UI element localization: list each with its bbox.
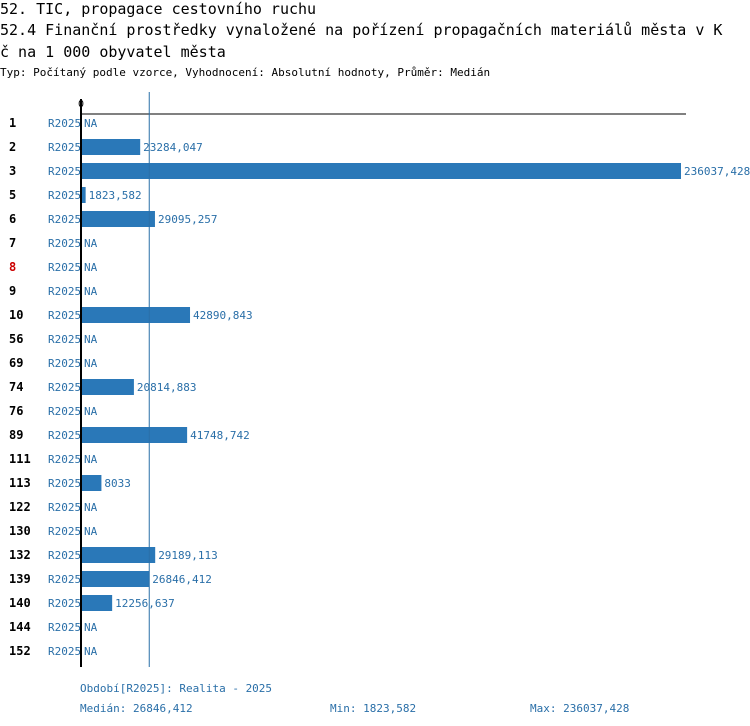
category-label: 1 bbox=[9, 116, 16, 130]
chart-title-line-1: 52. TIC, propagace cestovního ruchu bbox=[0, 0, 317, 18]
value-label: 23284,047 bbox=[143, 141, 203, 154]
category-label: 111 bbox=[9, 452, 31, 466]
value-label: NA bbox=[84, 453, 98, 466]
series-label: R2025 bbox=[48, 501, 81, 514]
category-label: 69 bbox=[9, 356, 23, 370]
value-label: 1823,582 bbox=[89, 189, 142, 202]
bar-chart: 01R2025NA2R202523284,0473R2025236037,428… bbox=[9, 92, 750, 667]
value-label: NA bbox=[84, 285, 98, 298]
bar bbox=[81, 163, 681, 179]
median-stat: Medián: 26846,412 bbox=[80, 702, 193, 715]
value-label: 8033 bbox=[104, 477, 131, 490]
series-label: R2025 bbox=[48, 573, 81, 586]
value-label: 236037,428 bbox=[684, 165, 750, 178]
category-label: 6 bbox=[9, 212, 16, 226]
value-label: NA bbox=[84, 333, 98, 346]
series-label: R2025 bbox=[48, 405, 81, 418]
category-label: 139 bbox=[9, 572, 31, 586]
value-label: NA bbox=[84, 621, 98, 634]
category-label: 144 bbox=[9, 620, 31, 634]
value-label: NA bbox=[84, 501, 98, 514]
category-label: 5 bbox=[9, 188, 16, 202]
value-label: 29189,113 bbox=[158, 549, 218, 562]
value-label: 26846,412 bbox=[152, 573, 212, 586]
series-label: R2025 bbox=[48, 429, 81, 442]
series-label: R2025 bbox=[48, 117, 81, 130]
series-label: R2025 bbox=[48, 165, 81, 178]
period-legend: Období[R2025]: Realita - 2025 bbox=[80, 682, 273, 695]
chart-title-line-3: č na 1 000 obyvatel města bbox=[0, 43, 226, 61]
bar bbox=[81, 475, 102, 491]
bar bbox=[81, 187, 86, 203]
value-label: NA bbox=[84, 261, 98, 274]
value-label: 20814,883 bbox=[137, 381, 197, 394]
value-label: 12256,637 bbox=[115, 597, 175, 610]
series-label: R2025 bbox=[48, 261, 81, 274]
bar bbox=[81, 571, 150, 587]
category-label: 2 bbox=[9, 140, 16, 154]
bar bbox=[81, 427, 188, 443]
category-label: 132 bbox=[9, 548, 31, 562]
value-label: 42890,843 bbox=[193, 309, 253, 322]
value-label: NA bbox=[84, 357, 98, 370]
chart-subtitle: Typ: Počítaný podle vzorce, Vyhodnocení:… bbox=[0, 66, 491, 79]
category-label: 56 bbox=[9, 332, 23, 346]
value-label: NA bbox=[84, 237, 98, 250]
value-label: NA bbox=[84, 645, 98, 658]
series-label: R2025 bbox=[48, 381, 81, 394]
bar bbox=[81, 307, 191, 323]
series-label: R2025 bbox=[48, 645, 81, 658]
series-label: R2025 bbox=[48, 213, 81, 226]
category-label: 122 bbox=[9, 500, 31, 514]
category-label: 9 bbox=[9, 284, 16, 298]
series-label: R2025 bbox=[48, 453, 81, 466]
series-label: R2025 bbox=[48, 237, 81, 250]
bar bbox=[81, 379, 134, 395]
category-label: 113 bbox=[9, 476, 31, 490]
category-label: 140 bbox=[9, 596, 31, 610]
series-label: R2025 bbox=[48, 621, 81, 634]
bar bbox=[81, 595, 113, 611]
series-label: R2025 bbox=[48, 477, 81, 490]
category-label: 76 bbox=[9, 404, 23, 418]
category-label: 74 bbox=[9, 380, 23, 394]
category-label: 89 bbox=[9, 428, 23, 442]
category-label: 8 bbox=[9, 260, 16, 274]
series-label: R2025 bbox=[48, 357, 81, 370]
bar bbox=[81, 211, 155, 227]
value-label: NA bbox=[84, 117, 98, 130]
series-label: R2025 bbox=[48, 525, 81, 538]
series-label: R2025 bbox=[48, 333, 81, 346]
chart-title-line-2: 52.4 Finanční prostředky vynaložené na p… bbox=[0, 21, 723, 39]
value-label: NA bbox=[84, 405, 98, 418]
max-stat: Max: 236037,428 bbox=[530, 702, 630, 715]
category-label: 3 bbox=[9, 164, 16, 178]
value-label: 41748,742 bbox=[190, 429, 250, 442]
series-label: R2025 bbox=[48, 549, 81, 562]
bar bbox=[81, 139, 141, 155]
category-label: 10 bbox=[9, 308, 23, 322]
category-label: 152 bbox=[9, 644, 31, 658]
series-label: R2025 bbox=[48, 285, 81, 298]
category-label: 7 bbox=[9, 236, 16, 250]
series-label: R2025 bbox=[48, 309, 81, 322]
series-label: R2025 bbox=[48, 141, 81, 154]
series-label: R2025 bbox=[48, 189, 81, 202]
bar bbox=[81, 547, 156, 563]
value-label: NA bbox=[84, 525, 98, 538]
series-label: R2025 bbox=[48, 597, 81, 610]
min-stat: Min: 1823,582 bbox=[330, 702, 417, 715]
value-label: 29095,257 bbox=[158, 213, 218, 226]
category-label: 130 bbox=[9, 524, 31, 538]
